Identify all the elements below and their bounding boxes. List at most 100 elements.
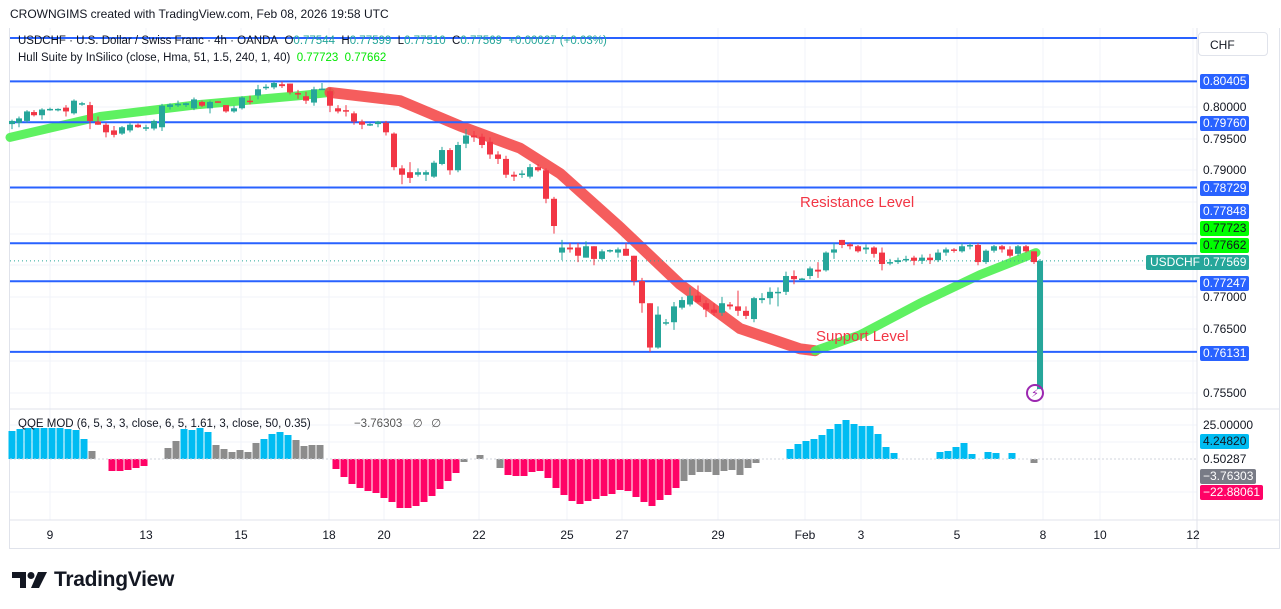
qqe-bar [728,459,736,470]
qqe-scale-label: 4.24820 [1200,434,1250,449]
time-tick-label: 9 [46,528,54,542]
candle-body [647,303,653,348]
time-tick-label: 27 [615,528,629,542]
candle-body [231,108,237,112]
qqe-value: −3.76303 [353,418,403,430]
qqe-bar [116,459,124,471]
qqe-bar [420,459,428,502]
qqe-bar [704,459,712,472]
qqe-bar [608,459,616,494]
alert-lightning-icon[interactable]: ⚡ [1026,384,1044,402]
price-level-tag: 0.77247 [1200,276,1250,291]
qqe-bar [680,459,688,481]
candle-body [775,291,781,294]
candle-body [967,244,973,247]
resistance-annotation[interactable]: Resistance Level [800,194,915,211]
qqe-bar [592,459,600,499]
time-tick-label: 22 [472,528,486,542]
qqe-bar [396,459,404,508]
qqe-bar [252,443,260,459]
qqe-scale-label: 0.50287 [1203,452,1247,466]
price-level-tag: 0.78729 [1200,181,1250,196]
qqe-bar [624,459,632,491]
time-tick-label: 5 [953,528,961,542]
candle-body [911,257,917,261]
candle-body [24,111,30,121]
qqe-bar [672,459,680,488]
candle-body [767,291,773,299]
candle-body [103,124,109,133]
qqe-bar [284,435,292,459]
qqe-scale-label: 25.00000 [1203,418,1254,432]
qqe-bar [936,452,944,459]
candle-body [887,262,893,264]
qqe-bar [48,428,56,459]
qqe-bar [348,459,356,484]
candle-body [551,198,557,227]
qqe-bar [452,459,460,473]
price-level-tag: 0.79760 [1200,116,1250,131]
candle-body [471,135,477,138]
candle-body [519,173,525,175]
candle-body [223,105,229,112]
candle-body [695,295,701,302]
time-tick-label: 10 [1093,528,1107,542]
candle-body [47,108,53,111]
qqe-bar [260,439,268,459]
qqe-bar [196,428,204,459]
candle-body [855,246,861,252]
qqe-bar [404,459,412,508]
tradingview-brand: TradingView [54,568,175,591]
hull-legend[interactable]: Hull Suite by InSilico (close, Hma, 51, … [18,52,386,64]
qqe-bar [164,448,172,459]
candle-body [119,127,125,134]
symbol-legend[interactable]: USDCHF · U.S. Dollar / Swiss Franc · 4h … [18,35,607,47]
close-value: 0.77569 [460,35,502,47]
candle-body [623,248,629,256]
qqe-bar [544,459,552,478]
support-annotation[interactable]: Support Level [816,328,909,345]
qqe-bar [834,424,842,459]
candle-body [207,101,213,109]
qqe-bar [960,443,968,459]
qqe-bar [536,459,544,471]
time-tick-label: 12 [1186,528,1200,542]
qqe-bar [236,450,244,459]
qqe-bar [576,459,584,504]
price-tick-label: 0.79500 [1203,132,1247,146]
candle-body [135,124,141,128]
qqe-bar [528,459,536,472]
candle-body [727,304,733,307]
candle-body [127,124,133,131]
qqe-bar [132,459,140,468]
candle-body [1007,249,1013,256]
candle-body [407,172,413,178]
candle-body [975,244,981,263]
candle-body [431,162,437,177]
qqe-bar [512,459,520,476]
candle-body [183,103,189,106]
candle-body [871,247,877,254]
currency-button[interactable]: CHF [1198,32,1268,56]
candle-body [935,252,941,261]
qqe-bar [32,428,40,459]
tradingview-logo[interactable]: TradingView [12,568,174,592]
candle-body [615,249,621,253]
candle-body [487,141,493,155]
candle-body [199,101,205,106]
candle-body [367,124,373,126]
candle-body [799,278,805,281]
candle-body [1031,251,1037,263]
candle-body [687,295,693,305]
qqe-bar [64,429,72,459]
qqe-bar [858,426,866,459]
qqe-bar [172,441,180,459]
qqe-title: QQE MOD (6, 5, 3, 3, close, 6, 5, 1.61, … [18,418,311,430]
price-tick-label: 0.79000 [1203,163,1247,177]
candle-body [511,174,517,177]
candle-body [583,246,589,258]
qqe-legend[interactable]: QQE MOD (6, 5, 3, 3, close, 6, 5, 1.61, … [18,416,441,430]
candle-body [743,310,749,316]
candle-body [983,250,989,263]
